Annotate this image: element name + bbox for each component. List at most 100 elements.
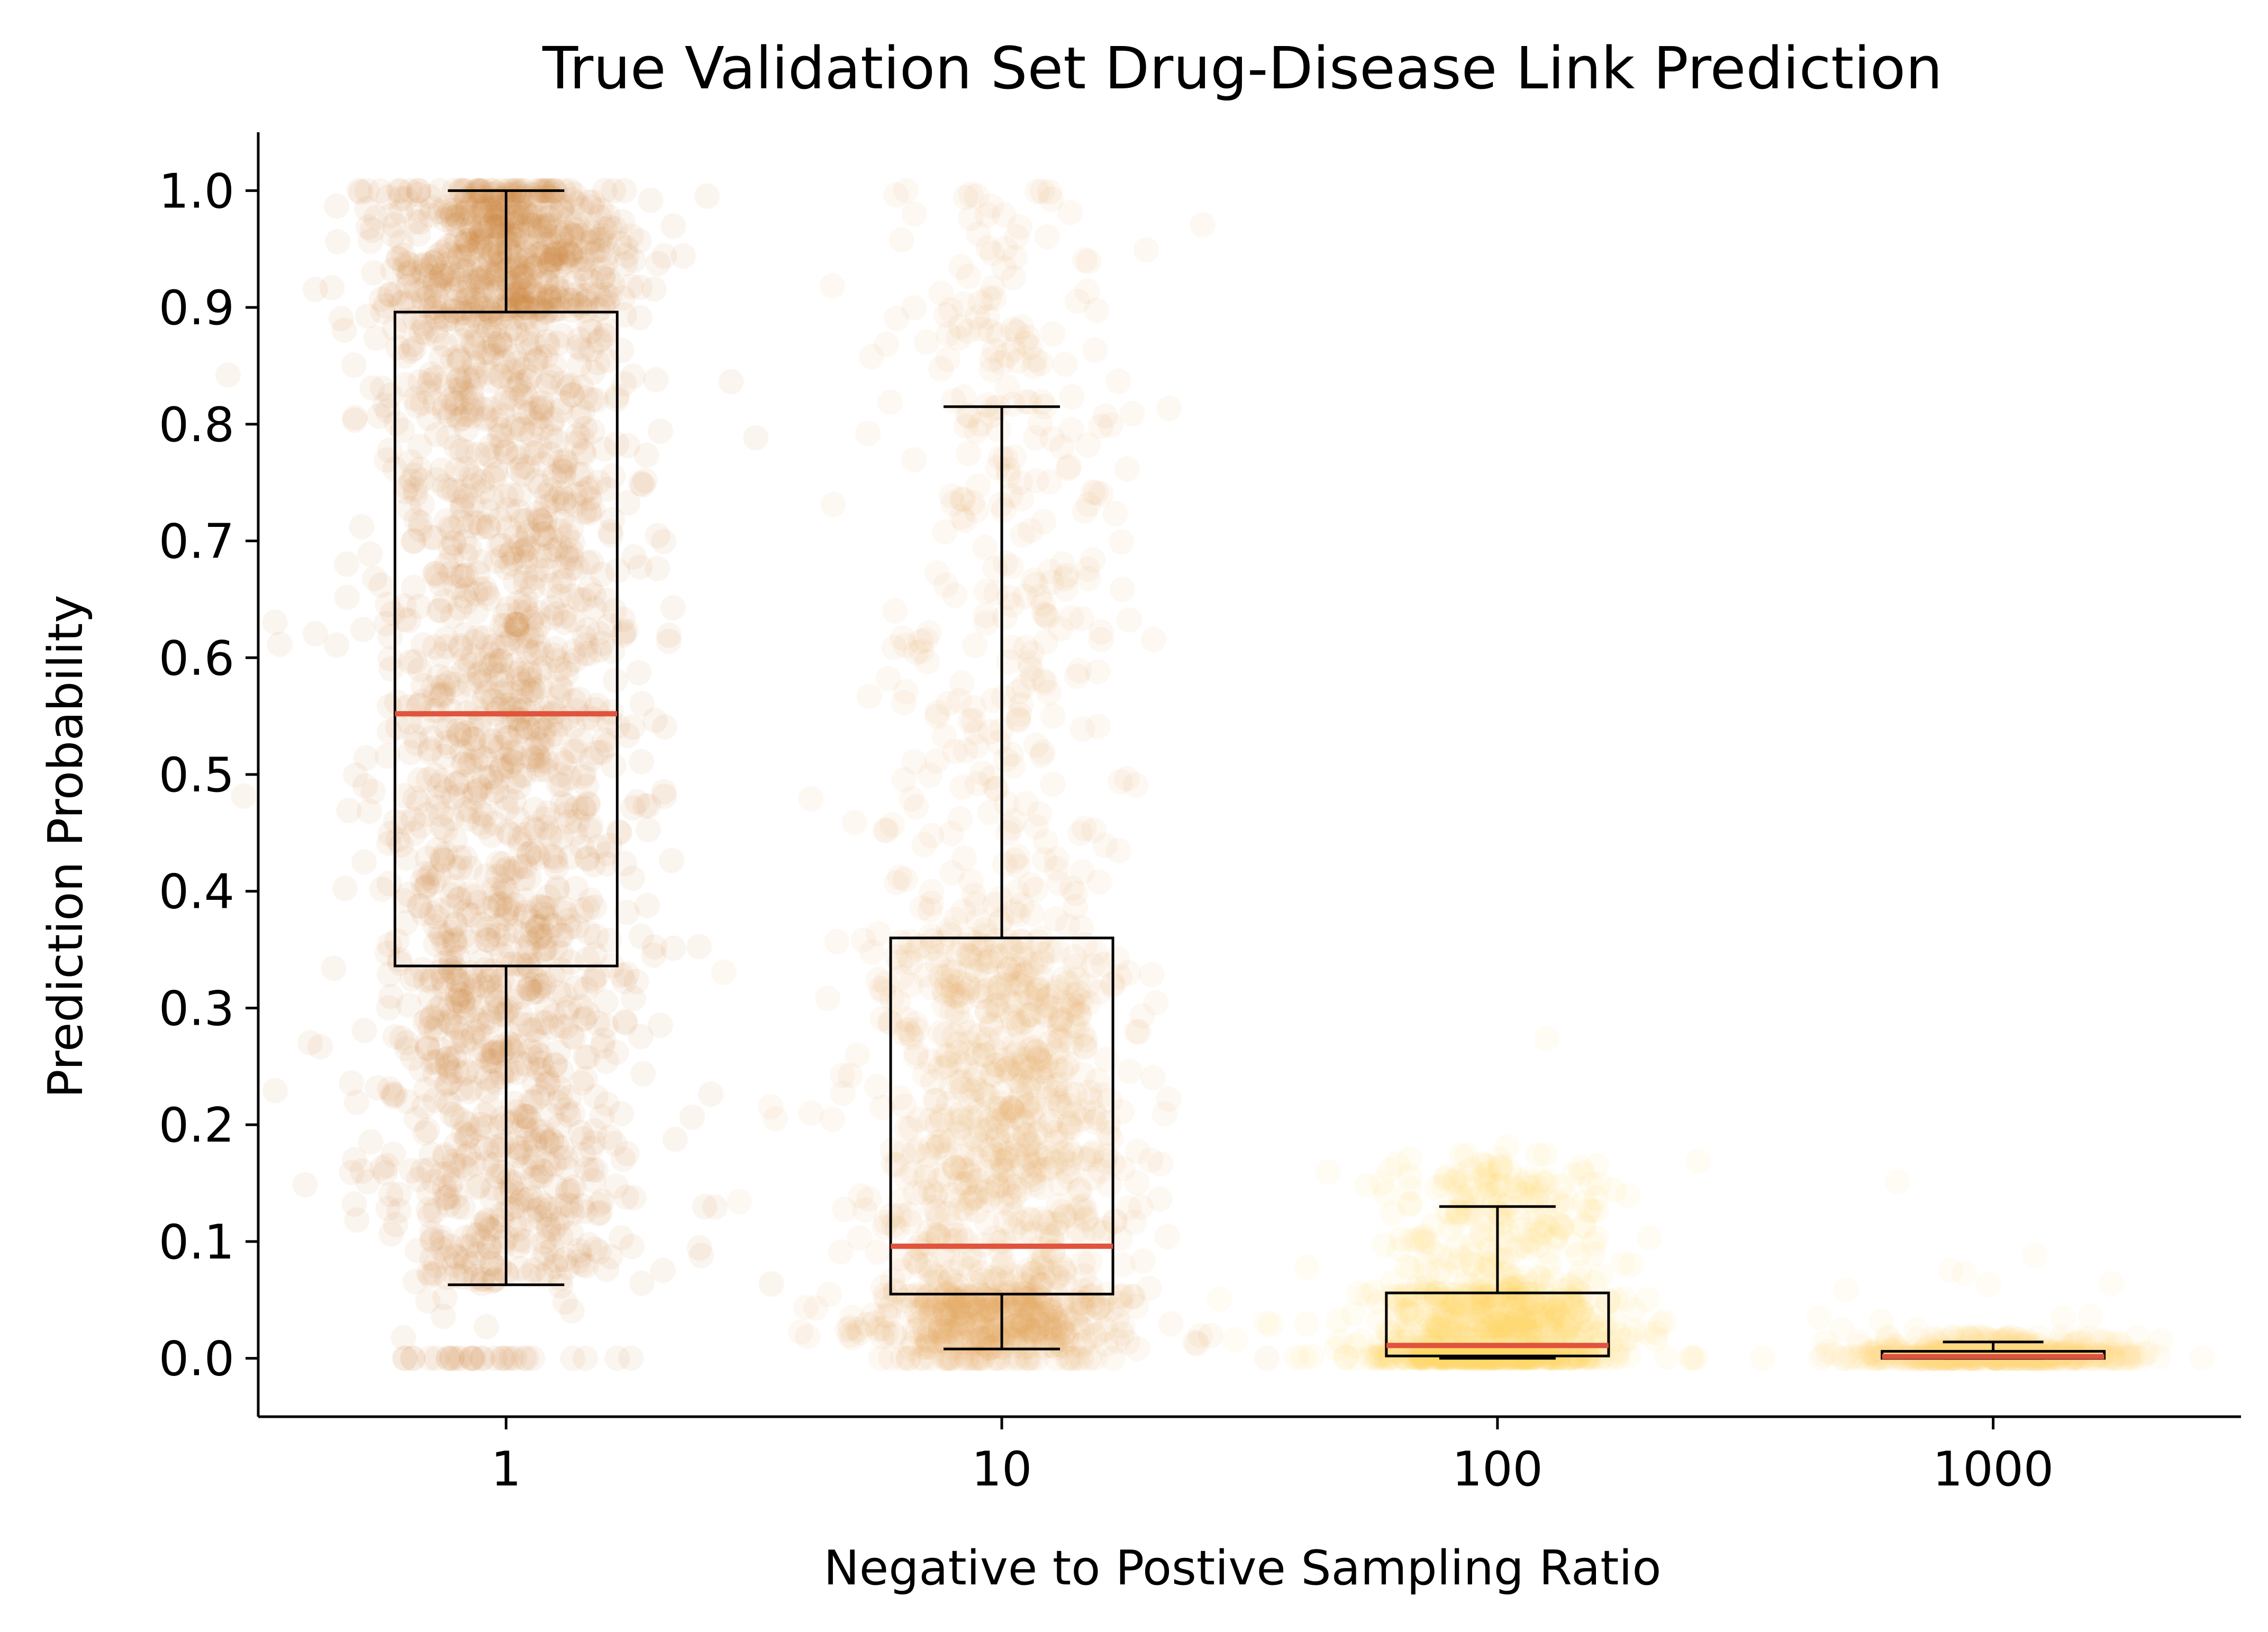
scatter-point [444, 203, 470, 229]
scatter-point [484, 914, 510, 939]
scatter-point [492, 876, 518, 901]
scatter-point [1088, 627, 1114, 653]
scatter-point [481, 240, 507, 266]
scatter-point [573, 1044, 598, 1070]
scatter-point [1109, 577, 1135, 603]
scatter-point [883, 182, 909, 208]
scatter-point [612, 251, 638, 277]
scatter-point [418, 263, 444, 289]
scatter-point [436, 1345, 461, 1371]
scatter-point [467, 711, 493, 737]
scatter-point [343, 1089, 369, 1115]
scatter-point [482, 232, 508, 258]
scatter-point [566, 686, 592, 712]
scatter-point [574, 773, 600, 799]
scatter-point [377, 646, 403, 672]
scatter-point [595, 240, 621, 266]
scatter-point [262, 609, 288, 635]
scatter-point [638, 187, 664, 213]
scatter-point [513, 587, 539, 613]
scatter-point [1040, 1238, 1066, 1264]
scatter-point [540, 488, 566, 514]
scatter-point [455, 439, 480, 465]
scatter-point [461, 902, 487, 928]
scatter-point [1548, 1214, 1574, 1239]
scatter-point [354, 178, 380, 204]
scatter-point [475, 923, 501, 949]
scatter-point [410, 258, 436, 284]
scatter-point [1027, 1046, 1052, 1072]
scatter-point [429, 457, 455, 483]
scatter-point [515, 1104, 541, 1130]
scatter-point [324, 193, 350, 219]
scatter-point [548, 225, 574, 251]
scatter-point [978, 357, 1004, 383]
scatter-point [423, 248, 449, 273]
scatter-point [577, 576, 603, 601]
scatter-point [598, 522, 624, 548]
scatter-point [1071, 1250, 1096, 1275]
scatter-point [516, 209, 542, 235]
scatter-point [507, 717, 533, 743]
scatter-point [509, 657, 534, 683]
scatter-point [403, 481, 429, 507]
scatter-point [439, 544, 465, 570]
scatter-point [560, 738, 586, 764]
scatter-point [427, 199, 453, 225]
scatter-point [620, 714, 646, 740]
scatter-point [516, 667, 542, 693]
scatter-point [1072, 498, 1097, 524]
scatter-point [505, 1233, 531, 1259]
scatter-point [632, 468, 658, 494]
scatter-point [376, 995, 402, 1021]
scatter-point [470, 213, 496, 239]
scatter-point [1068, 915, 1094, 941]
scatter-point [1647, 1311, 1673, 1337]
scatter-point [660, 595, 686, 621]
scatter-point [487, 416, 513, 442]
scatter-point [392, 1345, 418, 1371]
scatter-point [931, 723, 957, 749]
scatter-point [633, 442, 659, 468]
scatter-point [995, 972, 1021, 998]
scatter-point [873, 332, 899, 357]
scatter-point [901, 201, 927, 227]
scatter-point [834, 1317, 860, 1343]
scatter-point [440, 201, 466, 227]
scatter-point [477, 197, 503, 223]
scatter-point [429, 1162, 455, 1188]
scatter-point [474, 1314, 500, 1339]
scatter-point [547, 517, 573, 543]
scatter-point [551, 463, 577, 489]
scatter-point [503, 252, 529, 278]
scatter-point [480, 241, 506, 267]
scatter-point [475, 359, 501, 385]
scatter-point [533, 1064, 559, 1090]
scatter-point [793, 1294, 819, 1320]
scatter-point [461, 1345, 487, 1371]
scatter-point [627, 554, 653, 580]
scatter-point [529, 397, 555, 423]
scatter-point [539, 197, 565, 223]
scatter-point [469, 221, 495, 247]
scatter-point [460, 350, 486, 376]
scatter-point [820, 1106, 846, 1132]
scatter-point [325, 229, 351, 254]
scatter-point [488, 649, 514, 674]
scatter-point [357, 541, 383, 567]
scatter-point [1059, 876, 1085, 901]
scatter-point [558, 1220, 584, 1246]
scatter-point [527, 924, 553, 950]
scatter-point [410, 311, 436, 337]
scatter-point [553, 491, 579, 517]
scatter-point [568, 727, 594, 753]
scatter-point [510, 1103, 536, 1129]
scatter-point [502, 281, 528, 307]
scatter-point [507, 984, 532, 1010]
scatter-point [354, 196, 380, 222]
scatter-point [449, 496, 475, 522]
scatter-point [523, 186, 549, 212]
scatter-point [578, 336, 604, 362]
scatter-point [1059, 384, 1085, 409]
scatter-point [627, 305, 652, 331]
